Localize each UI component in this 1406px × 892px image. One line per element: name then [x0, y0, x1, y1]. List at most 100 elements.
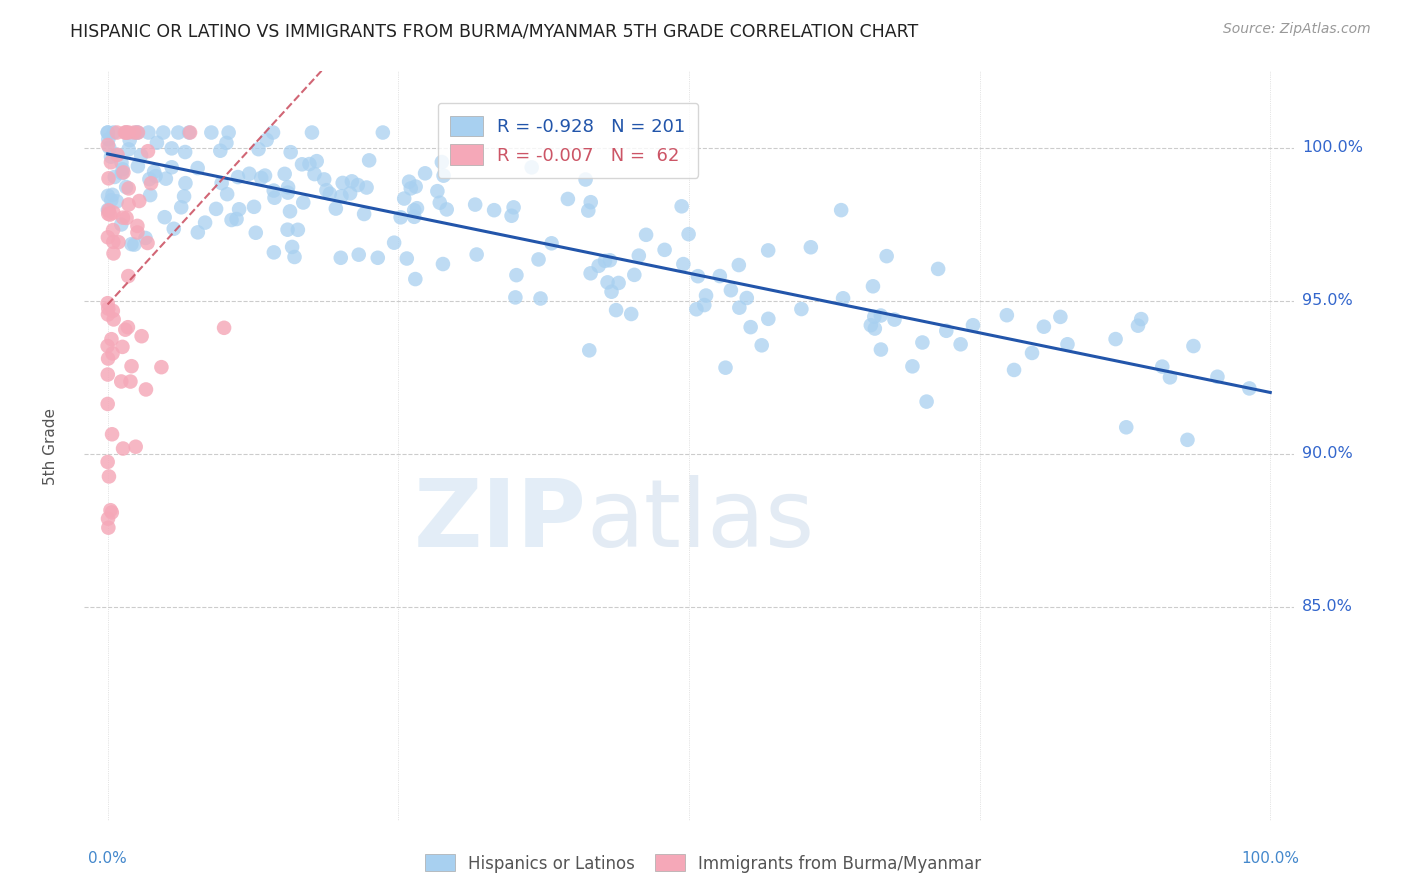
- Point: [557, 192, 579, 206]
- Point: [347, 178, 370, 192]
- Text: 100.0%: 100.0%: [1241, 851, 1299, 866]
- Point: [125, 440, 148, 454]
- Point: [790, 301, 813, 316]
- Point: [277, 180, 299, 194]
- Point: [179, 126, 201, 140]
- Point: [97, 189, 120, 203]
- Text: 90.0%: 90.0%: [1302, 446, 1353, 461]
- Point: [579, 266, 602, 280]
- Point: [138, 172, 160, 186]
- Point: [1206, 369, 1229, 384]
- Point: [574, 172, 596, 186]
- Point: [127, 219, 149, 233]
- Point: [367, 251, 389, 265]
- Point: [392, 192, 415, 206]
- Point: [111, 162, 134, 177]
- Point: [1177, 433, 1199, 447]
- Point: [211, 176, 233, 190]
- Point: [693, 298, 716, 312]
- Point: [927, 261, 949, 276]
- Point: [122, 126, 145, 140]
- Point: [578, 343, 600, 358]
- Point: [97, 138, 120, 153]
- Point: [830, 203, 852, 218]
- Point: [160, 141, 183, 155]
- Point: [1159, 370, 1181, 384]
- Point: [671, 199, 693, 213]
- Point: [901, 359, 924, 374]
- Point: [464, 197, 486, 211]
- Point: [672, 257, 695, 271]
- Point: [177, 126, 200, 140]
- Point: [863, 310, 886, 324]
- Point: [728, 301, 751, 315]
- Point: [110, 155, 132, 169]
- Point: [97, 171, 120, 186]
- Point: [238, 167, 260, 181]
- Point: [599, 253, 621, 268]
- Point: [399, 181, 422, 195]
- Point: [97, 202, 120, 217]
- Point: [876, 249, 898, 263]
- Point: [134, 231, 156, 245]
- Point: [727, 258, 749, 272]
- Point: [949, 337, 972, 351]
- Point: [1115, 420, 1137, 434]
- Point: [686, 269, 709, 284]
- Point: [304, 167, 326, 181]
- Point: [101, 505, 124, 519]
- Point: [339, 186, 361, 201]
- Point: [883, 312, 905, 326]
- Point: [105, 126, 128, 140]
- Point: [298, 157, 321, 171]
- Point: [314, 172, 336, 186]
- Point: [103, 246, 125, 260]
- Point: [502, 200, 524, 214]
- Point: [413, 166, 436, 180]
- Point: [596, 276, 619, 290]
- Point: [756, 244, 779, 258]
- Point: [98, 140, 121, 154]
- Point: [225, 212, 247, 227]
- Point: [97, 126, 120, 140]
- Point: [97, 203, 120, 218]
- Text: 100.0%: 100.0%: [1302, 140, 1362, 155]
- Point: [353, 207, 375, 221]
- Point: [205, 202, 228, 216]
- Point: [863, 321, 886, 335]
- Point: [332, 176, 354, 190]
- Point: [118, 181, 141, 195]
- Point: [405, 179, 427, 194]
- Point: [277, 223, 299, 237]
- Point: [124, 237, 146, 252]
- Point: [104, 169, 127, 184]
- Point: [281, 240, 304, 254]
- Point: [277, 186, 299, 200]
- Point: [150, 360, 173, 375]
- Point: [139, 188, 162, 202]
- Point: [146, 136, 169, 150]
- Point: [114, 126, 136, 140]
- Point: [117, 320, 139, 334]
- Point: [101, 223, 124, 237]
- Point: [505, 268, 527, 282]
- Point: [155, 171, 177, 186]
- Point: [163, 221, 186, 235]
- Point: [1032, 319, 1054, 334]
- Point: [1182, 339, 1205, 353]
- Point: [111, 340, 134, 354]
- Point: [117, 126, 139, 140]
- Point: [97, 397, 120, 411]
- Point: [100, 503, 122, 517]
- Point: [100, 193, 122, 207]
- Point: [170, 200, 193, 214]
- Legend: Hispanics or Latinos, Immigrants from Burma/Myanmar: Hispanics or Latinos, Immigrants from Bu…: [418, 847, 988, 880]
- Point: [143, 165, 166, 179]
- Point: [292, 195, 315, 210]
- Point: [110, 375, 132, 389]
- Point: [800, 240, 823, 254]
- Point: [371, 126, 394, 140]
- Point: [101, 346, 124, 360]
- Text: 0.0%: 0.0%: [89, 851, 127, 866]
- Point: [995, 308, 1018, 322]
